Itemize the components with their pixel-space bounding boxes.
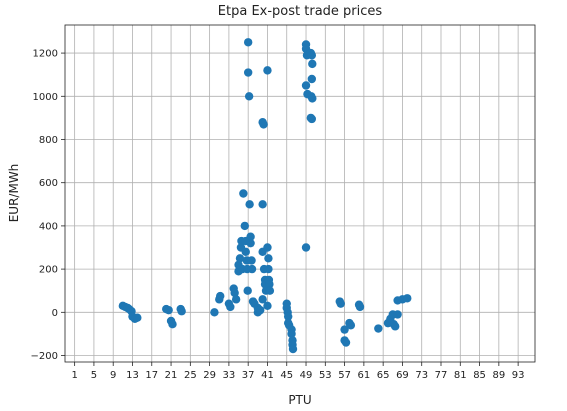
y-tick-label: 1000 bbox=[33, 92, 58, 103]
y-tick-label: 800 bbox=[39, 135, 58, 146]
data-point bbox=[247, 256, 256, 265]
x-tick-label: 21 bbox=[165, 370, 178, 381]
data-point bbox=[307, 114, 317, 124]
x-axis-ticks: 1 5 9 13 17 21 25 29 33 37 41 45 49 53 57 61 65 69 73 77 81 8… bbox=[71, 362, 524, 381]
data-point bbox=[308, 59, 317, 69]
data-point bbox=[243, 68, 253, 77]
data-point bbox=[164, 305, 173, 315]
data-point bbox=[346, 321, 356, 330]
y-tick-label: 200 bbox=[39, 265, 58, 276]
x-tick-label: 77 bbox=[435, 370, 448, 381]
data-point bbox=[301, 243, 311, 252]
data-point bbox=[341, 338, 351, 347]
x-tick-label: 45 bbox=[280, 370, 293, 381]
y-tick-label: 0 bbox=[52, 308, 58, 319]
plot-frame bbox=[64, 24, 536, 363]
data-point bbox=[231, 295, 241, 304]
y-tick-label: 1200 bbox=[33, 49, 58, 60]
data-point bbox=[374, 324, 383, 333]
data-point bbox=[226, 302, 235, 312]
data-point bbox=[265, 286, 275, 295]
data-point bbox=[210, 308, 219, 317]
data-point bbox=[246, 232, 255, 241]
data-point bbox=[403, 294, 412, 303]
data-points bbox=[118, 38, 412, 354]
data-point bbox=[240, 221, 250, 231]
data-point bbox=[247, 264, 257, 274]
data-point bbox=[287, 329, 296, 339]
x-tick-label: 13 bbox=[126, 370, 139, 381]
data-point bbox=[133, 313, 142, 322]
data-point bbox=[355, 302, 365, 312]
data-point bbox=[168, 319, 177, 329]
x-tick-label: 65 bbox=[377, 370, 390, 381]
data-point bbox=[216, 291, 225, 301]
data-point bbox=[239, 189, 248, 198]
y-tick-label: 400 bbox=[39, 221, 58, 232]
data-point bbox=[336, 299, 345, 308]
x-tick-label: 57 bbox=[338, 370, 351, 381]
data-point bbox=[263, 243, 272, 252]
data-point bbox=[263, 301, 272, 311]
data-point bbox=[244, 92, 254, 101]
data-point bbox=[256, 305, 265, 315]
data-point bbox=[283, 312, 293, 321]
y-tick-label: −200 bbox=[31, 351, 58, 362]
x-tick-label: 73 bbox=[415, 370, 428, 381]
data-point bbox=[259, 120, 268, 129]
x-tick-label: 9 bbox=[110, 370, 116, 381]
x-tick-label: 85 bbox=[473, 370, 486, 381]
data-point bbox=[307, 51, 317, 60]
grid-lines bbox=[65, 25, 535, 362]
data-point bbox=[340, 325, 349, 334]
data-point bbox=[288, 344, 298, 354]
data-point bbox=[307, 74, 317, 84]
x-tick-label: 49 bbox=[300, 370, 313, 381]
x-tick-label: 41 bbox=[261, 370, 274, 381]
x-tick-label: 37 bbox=[242, 370, 255, 381]
data-point bbox=[391, 322, 400, 331]
x-tick-label: 17 bbox=[145, 370, 158, 381]
data-point bbox=[393, 310, 402, 319]
data-point bbox=[246, 238, 255, 248]
data-point bbox=[230, 288, 239, 298]
data-point bbox=[264, 264, 273, 274]
x-tick-label: 5 bbox=[91, 370, 97, 381]
data-point bbox=[235, 254, 245, 263]
data-point bbox=[241, 247, 250, 257]
x-tick-label: 53 bbox=[319, 370, 332, 381]
x-tick-label: 61 bbox=[358, 370, 371, 381]
data-point bbox=[245, 200, 254, 209]
data-point bbox=[264, 254, 273, 263]
x-tick-label: 93 bbox=[512, 370, 525, 381]
y-tick-label: 600 bbox=[39, 178, 58, 189]
data-point bbox=[258, 295, 267, 304]
x-tick-label: 81 bbox=[454, 370, 467, 381]
data-point bbox=[308, 94, 317, 103]
x-tick-label: 69 bbox=[396, 370, 409, 381]
data-point bbox=[301, 81, 311, 90]
data-point bbox=[177, 307, 186, 316]
x-tick-label: 1 bbox=[71, 370, 77, 381]
x-tick-label: 33 bbox=[223, 370, 236, 381]
x-tick-label: 89 bbox=[492, 370, 505, 381]
data-point bbox=[263, 66, 272, 75]
y-axis-ticks: −200 0 200 400 600 800 1000 1200 bbox=[31, 49, 65, 362]
data-point bbox=[243, 286, 252, 295]
chart-title: Etpa Ex-post trade prices bbox=[218, 4, 383, 19]
x-axis-label: PTU bbox=[288, 393, 311, 407]
x-tick-label: 25 bbox=[184, 370, 197, 381]
data-point bbox=[265, 280, 274, 289]
data-point bbox=[243, 38, 253, 47]
y-axis-label: EUR/MWh bbox=[7, 164, 21, 223]
data-point bbox=[258, 200, 267, 209]
x-tick-label: 29 bbox=[203, 370, 216, 381]
